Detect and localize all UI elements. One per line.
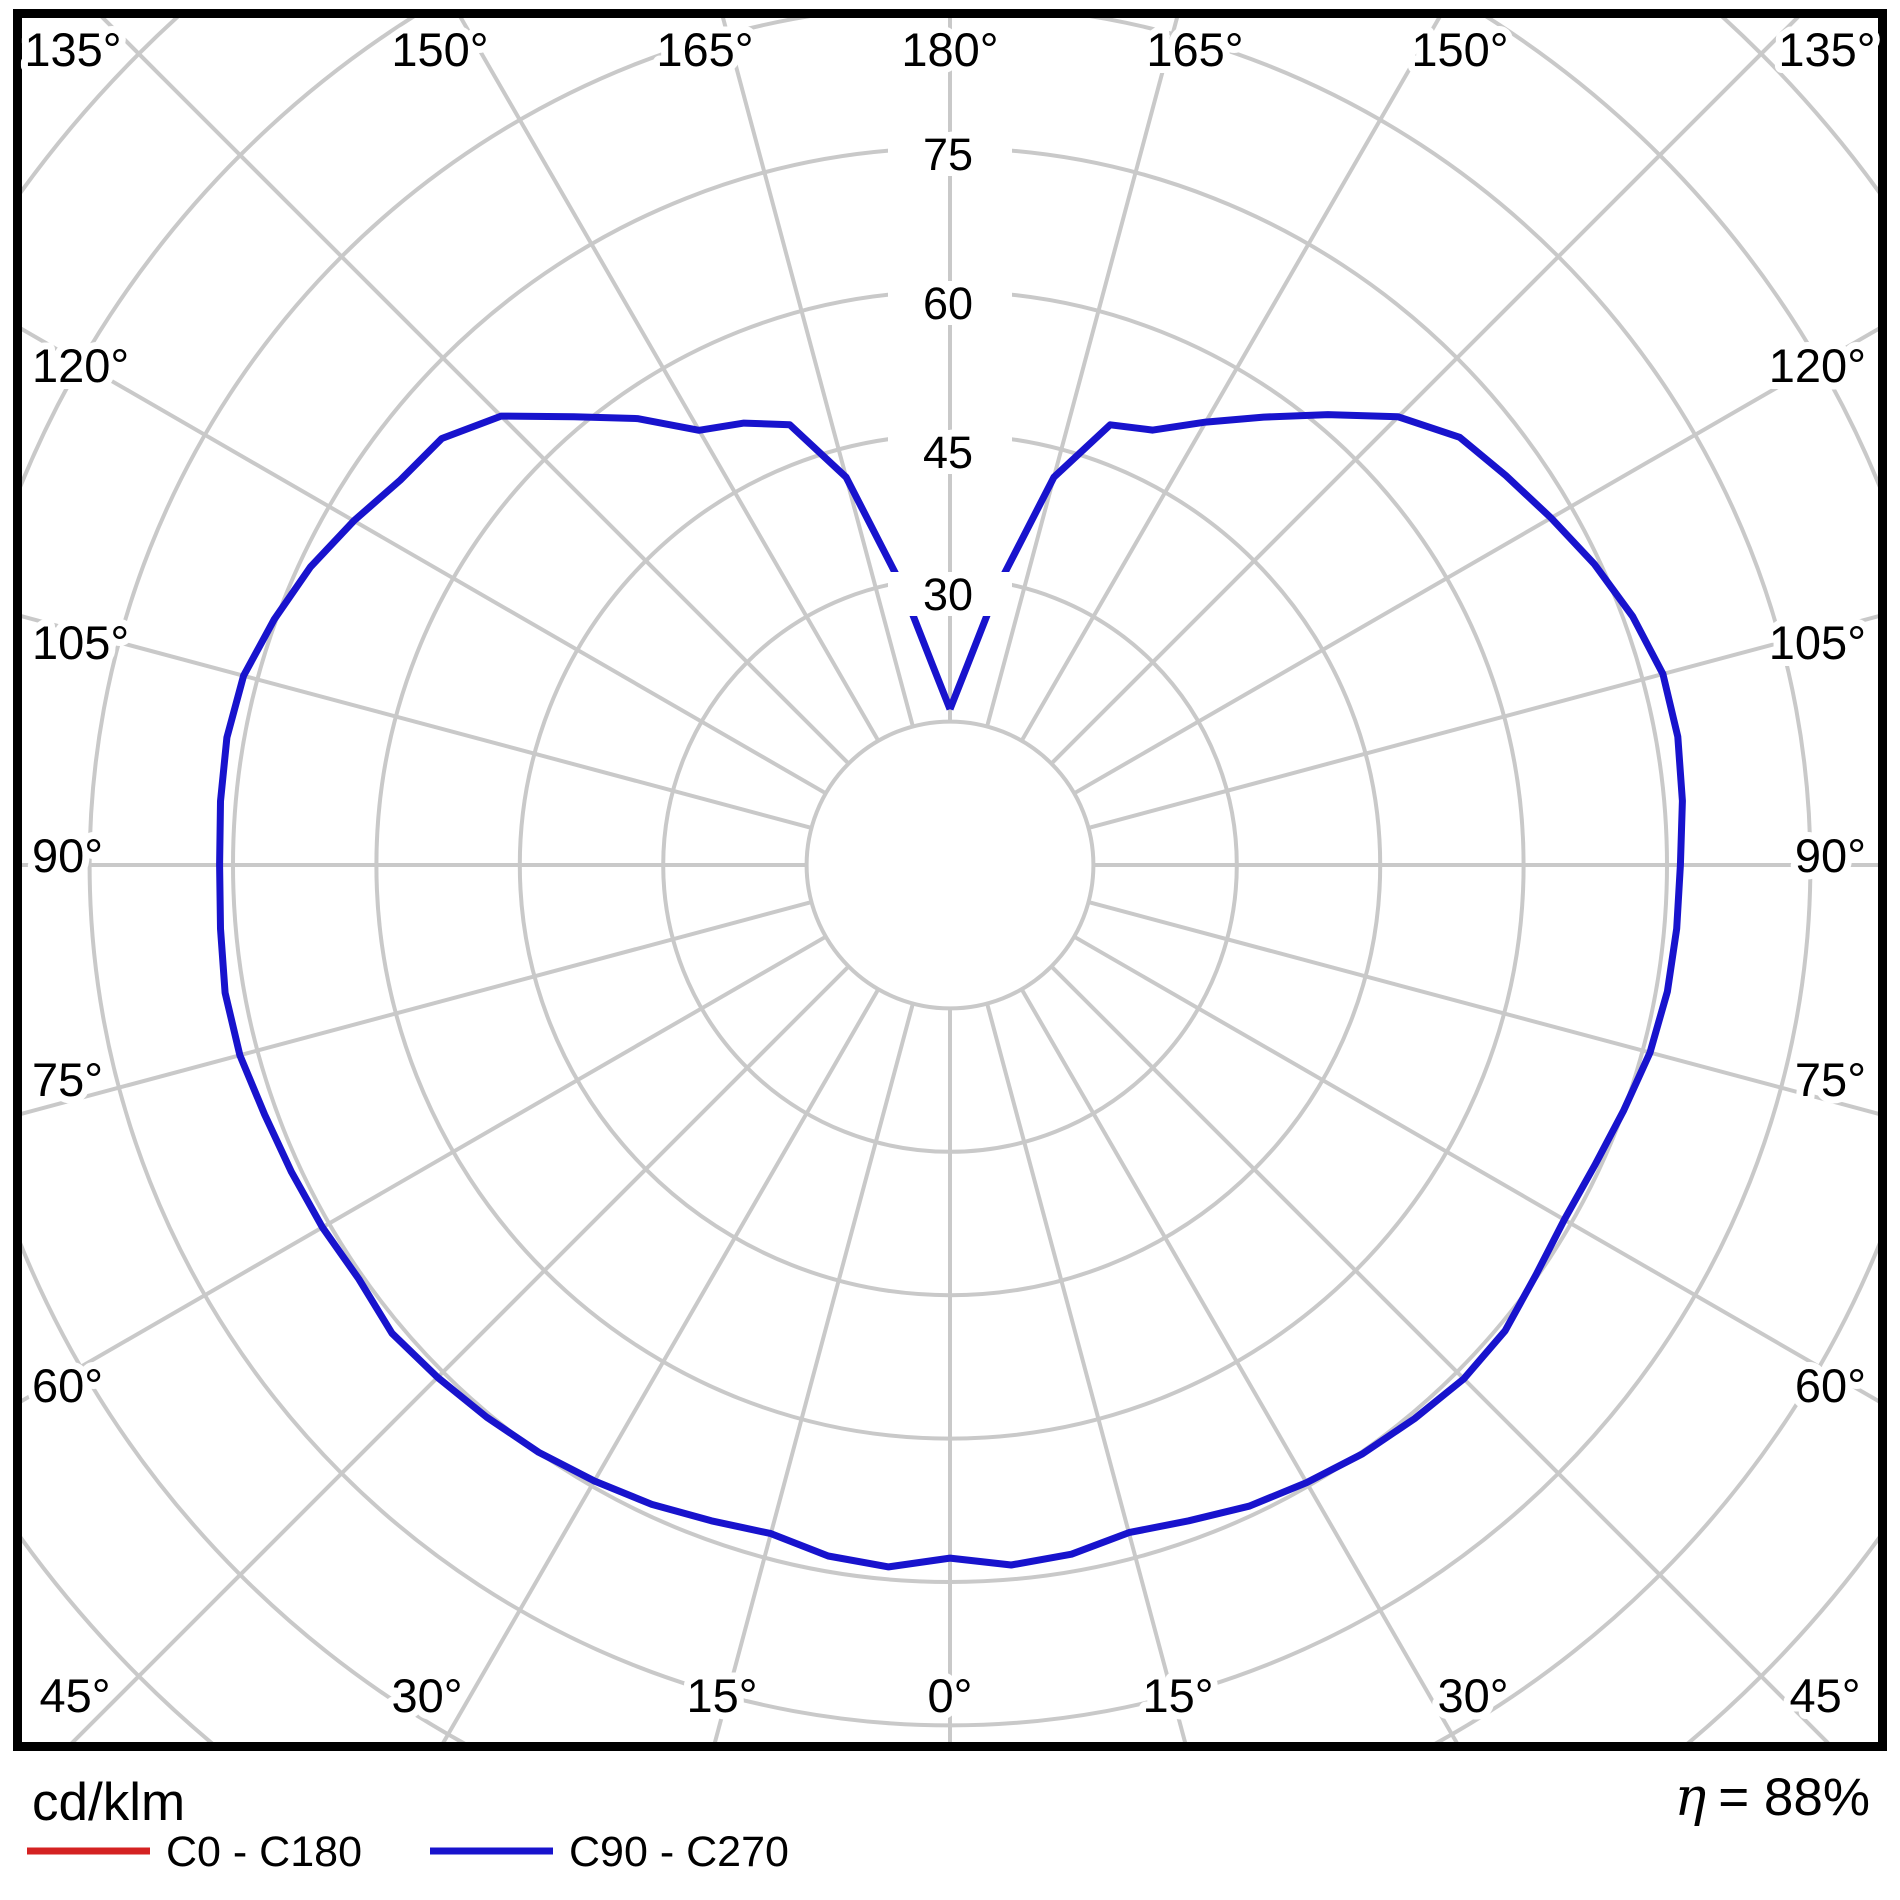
angle-label: 105°: [32, 616, 129, 669]
efficiency-label: η = 88%: [1674, 1767, 1870, 1828]
angle-gridline: [22, 900, 813, 1116]
eta-symbol: η: [1674, 1767, 1706, 1828]
label-mask: [888, 572, 1012, 616]
angle-gridline: [1073, 934, 1878, 1404]
angle-labels-left: 120° 105° 90° 75° 60°: [25, 332, 136, 1419]
angle-gridline: [1049, 18, 1800, 766]
plot-border: [13, 9, 1887, 1751]
angle-gridline: [1019, 18, 1442, 742]
radial-tick-label: 75: [923, 129, 973, 180]
angle-label: 180°: [901, 23, 998, 76]
angle-gridline: [1087, 900, 1878, 1116]
radial-tick-labels: 75 60 45 30: [888, 122, 1012, 627]
angle-labels-bottom: 45° 30° 15° 0° 15° 30° 45°: [32, 1662, 1867, 1729]
angle-label: 150°: [391, 23, 488, 76]
angle-label: 75°: [1795, 1053, 1866, 1106]
intensity-curve-c90-c270: [216, 411, 1686, 1571]
angle-label: 165°: [656, 23, 753, 76]
legend-label: C0 - C180: [166, 1828, 362, 1876]
angle-label: 120°: [1769, 339, 1866, 392]
angle-label: 90°: [32, 829, 103, 882]
angle-label: 45°: [1789, 1669, 1860, 1722]
legend: C0 - C180 C90 - C270: [27, 1821, 796, 1883]
angle-gridline: [712, 1002, 915, 1742]
angle-label: 60°: [1795, 1359, 1866, 1412]
angle-gridline: [22, 326, 827, 796]
angle-gridline: [720, 18, 915, 728]
angle-gridline: [458, 18, 881, 742]
angle-gridline: [985, 18, 1180, 728]
angle-gridline: [1087, 614, 1878, 830]
legend-label: C90 - C270: [569, 1828, 789, 1876]
angle-gridline: [441, 988, 881, 1742]
label-mask: [888, 281, 1012, 325]
angle-label: 105°: [1769, 616, 1866, 669]
angle-gridline: [70, 964, 851, 1742]
intensity-curves: [216, 411, 1686, 1571]
angle-label: 165°: [1146, 23, 1243, 76]
label-mask: [888, 132, 1012, 176]
angle-gridline: [22, 614, 813, 830]
angle-gridline: [1073, 326, 1878, 796]
angle-gridline: [100, 18, 851, 766]
angle-gridline: [1019, 988, 1459, 1742]
label-mask: [888, 430, 1012, 474]
angle-label: 15°: [1142, 1669, 1213, 1722]
radial-tick-label: 30: [923, 569, 973, 620]
angle-label: 135°: [24, 23, 121, 76]
angle-gridline: [22, 934, 827, 1404]
angle-label: 90°: [1795, 829, 1866, 882]
angle-label: 120°: [32, 339, 129, 392]
angle-label: 60°: [32, 1359, 103, 1412]
angle-label: 15°: [686, 1669, 757, 1722]
legend-item-c0-c180: C0 - C180: [27, 1821, 369, 1883]
angle-label: 0°: [928, 1669, 973, 1722]
angle-label: 45°: [39, 1669, 110, 1722]
radial-tick-label: 45: [923, 427, 973, 478]
unit-label: cd/klm: [32, 1773, 185, 1832]
angle-gridline: [1049, 964, 1830, 1742]
angle-labels-right: 120° 105° 90° 75° 60°: [1762, 332, 1873, 1419]
angle-label: 75°: [32, 1053, 103, 1106]
radial-gridline: [804, 719, 1096, 1011]
angle-label: 135°: [1778, 23, 1875, 76]
radial-tick-label: 60: [923, 278, 973, 329]
angle-label: 150°: [1411, 23, 1508, 76]
eta-value: = 88%: [1718, 1768, 1870, 1827]
angle-label: 30°: [391, 1669, 462, 1722]
angle-label: 30°: [1437, 1669, 1508, 1722]
angle-gridline: [985, 1002, 1188, 1742]
angle-labels-top: 135° 150° 165° 180° 165° 150° 135°: [17, 16, 1882, 83]
legend-item-c90-c270: C90 - C270: [430, 1821, 796, 1883]
